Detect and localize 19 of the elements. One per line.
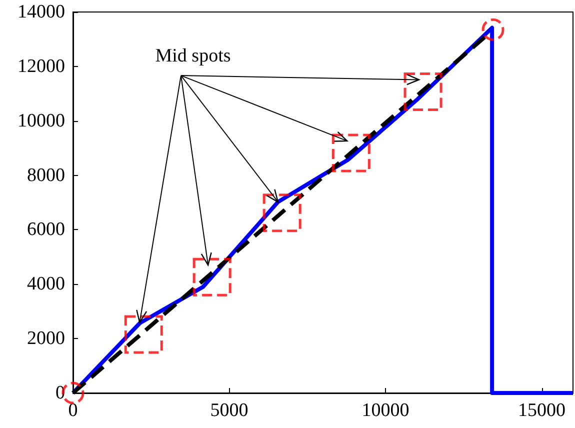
y-tick-label: 12000	[18, 56, 65, 77]
point	[404, 72, 442, 111]
y-tick-label: 6000	[27, 219, 65, 240]
point	[192, 258, 232, 296]
point	[482, 18, 504, 41]
y-tick-label: 14000	[18, 2, 65, 22]
x-tick-label: 0	[68, 400, 78, 421]
point	[332, 134, 370, 172]
y-tick-label: 2000	[27, 328, 65, 350]
y-tick-label: 4000	[27, 274, 65, 295]
x-tick-label: 5000	[210, 400, 248, 421]
y-tick-label: 8000	[27, 164, 65, 186]
y-tick-label: 10000	[18, 110, 65, 132]
y-tick-label: 0	[56, 382, 65, 404]
point	[124, 315, 163, 354]
point	[262, 194, 302, 232]
x-tick-label: 10000	[362, 400, 410, 421]
x-tick-label: 15000	[518, 400, 566, 421]
annotation: Mid spots	[155, 46, 231, 67]
